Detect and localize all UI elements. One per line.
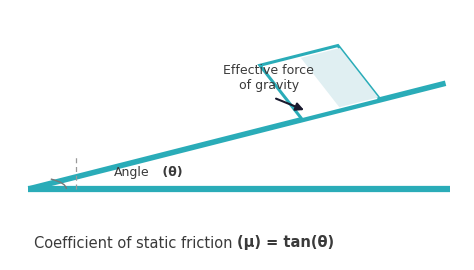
- Text: Coefficient of static friction: Coefficient of static friction: [34, 235, 237, 251]
- Text: (θ): (θ): [158, 166, 182, 179]
- Text: Effective force
of gravity: Effective force of gravity: [223, 64, 314, 92]
- Text: (μ) = tan(θ): (μ) = tan(θ): [237, 235, 334, 251]
- Polygon shape: [301, 48, 378, 107]
- Text: Angle: Angle: [114, 166, 149, 179]
- Polygon shape: [260, 46, 380, 120]
